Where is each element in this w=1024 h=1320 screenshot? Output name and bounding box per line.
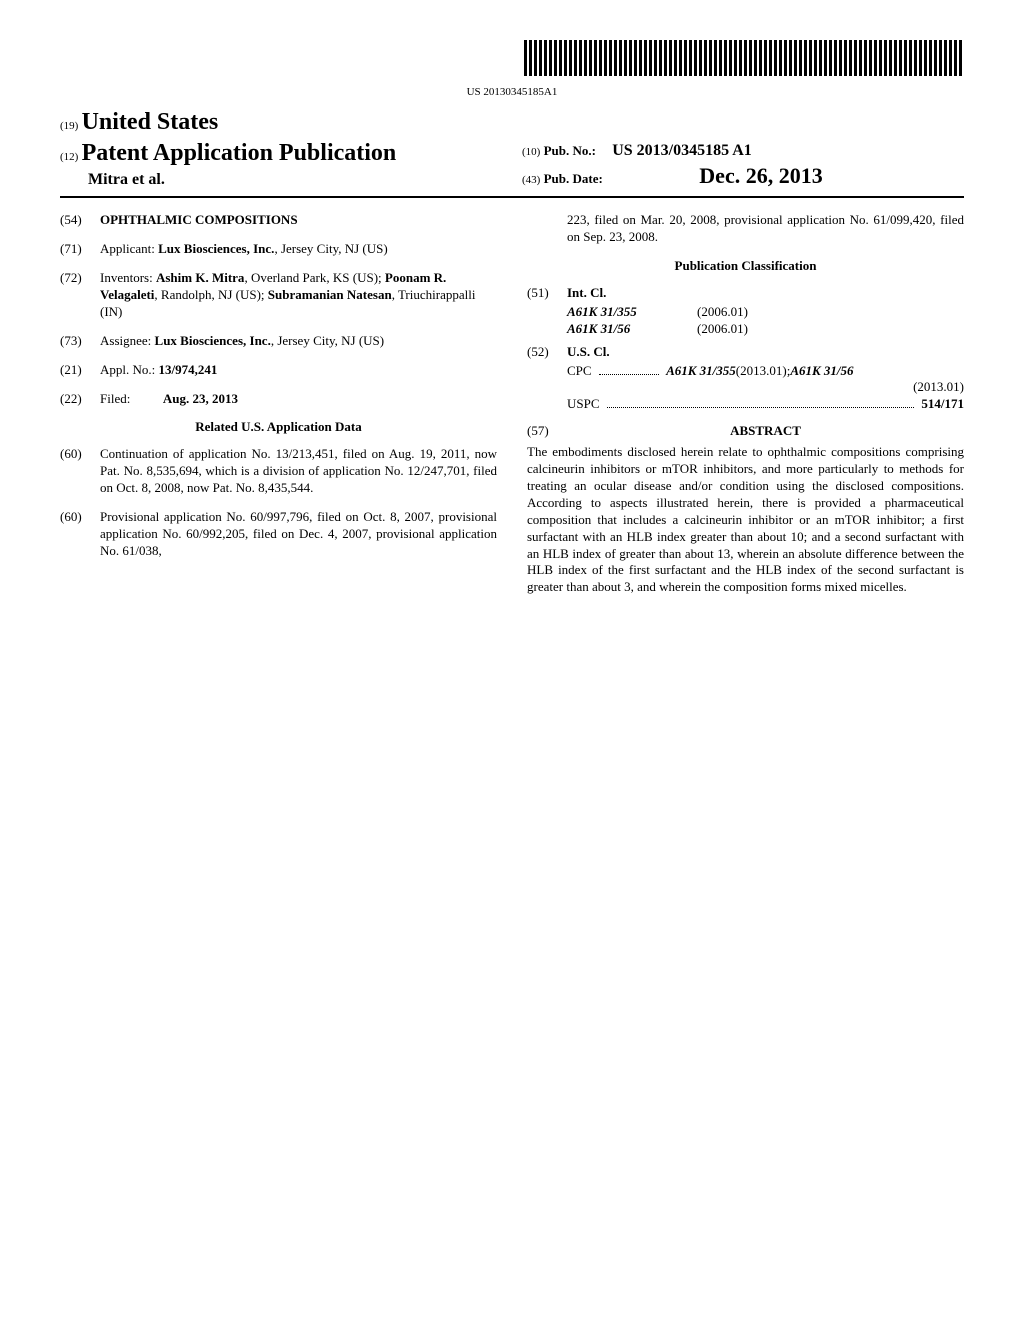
filed-date: Aug. 23, 2013 [163,391,238,406]
filed-inid: (22) [60,391,100,408]
applicant-field: (71) Applicant: Lux Biosciences, Inc., J… [60,241,497,258]
assignee-field: (73) Assignee: Lux Biosciences, Inc., Je… [60,333,497,350]
prov-inid: (60) [60,509,100,560]
related-title: Related U.S. Application Data [60,419,497,436]
header-left: (19) United States (12) Patent Applicati… [60,107,502,190]
pub-date: Dec. 26, 2013 [699,163,822,188]
cont-inid: (60) [60,446,100,497]
barcode [524,40,964,76]
pubdate-line: (43) Pub. Date: Dec. 26, 2013 [522,162,964,191]
applicant-inid: (71) [60,241,100,258]
assignee-label: Assignee: [100,333,151,348]
country-inid: (19) [60,120,78,132]
pubno-label: Pub. No.: [544,143,596,158]
filed-body: Filed: Aug. 23, 2013 [100,391,497,408]
cpc-date2: (2013.01) [567,379,964,396]
intcl-inid: (51) [527,285,567,302]
filed-label: Filed: [100,391,130,406]
inventors-label: Inventors: [100,270,153,285]
cont-field: (60) Continuation of application No. 13/… [60,446,497,497]
authors: Mitra et al. [88,171,165,188]
barcode-label: US 20130345185A1 [60,85,964,99]
right-col: 223, filed on Mar. 20, 2008, provisional… [527,212,964,596]
cpc-label: CPC [567,363,592,380]
assignee-loc: , Jersey City, NJ (US) [271,333,384,348]
inventor2-loc: , Randolph, NJ (US); [154,287,267,302]
pubdate-label: Pub. Date: [544,171,603,186]
cpc-val2: A61K 31/56 [790,363,853,380]
applicant-body: Applicant: Lux Biosciences, Inc., Jersey… [100,241,497,258]
title-field: (54) OPHTHALMIC COMPOSITIONS [60,212,497,229]
prov-field: (60) Provisional application No. 60/997,… [60,509,497,560]
body-columns: (54) OPHTHALMIC COMPOSITIONS (71) Applic… [60,212,964,596]
prov-text: Provisional application No. 60/997,796, … [100,509,497,560]
applicant-label: Applicant: [100,241,155,256]
inventor1: Ashim K. Mitra [156,270,244,285]
inventors-inid: (72) [60,270,100,321]
pubno-inid: (10) [522,146,540,158]
appl-body: Appl. No.: 13/974,241 [100,362,497,379]
left-col: (54) OPHTHALMIC COMPOSITIONS (71) Applic… [60,212,497,596]
intcl2-date: (2006.01) [697,321,964,338]
title-inid: (54) [60,212,100,229]
authors-line: Mitra et al. [60,170,502,191]
intcl-list: A61K 31/355 (2006.01) A61K 31/56 (2006.0… [567,304,964,338]
header-right: (10) Pub. No.: US 2013/0345185 A1 (43) P… [502,141,964,190]
title: OPHTHALMIC COMPOSITIONS [100,212,497,229]
inventor1-loc: , Overland Park, KS (US); [244,270,384,285]
prov-cont: 223, filed on Mar. 20, 2008, provisional… [567,212,964,246]
uscl-field: (52) U.S. Cl. [527,344,964,361]
uscl-label: U.S. Cl. [567,344,964,361]
country: United States [82,109,219,135]
abstract-header: (57) ABSTRACT [527,423,964,440]
intcl1-date: (2006.01) [697,304,964,321]
intcl-label: Int. Cl. [567,285,964,302]
cpc-val: A61K 31/355 [666,363,736,380]
inventors-body: Inventors: Ashim K. Mitra, Overland Park… [100,270,497,321]
cont-text: Continuation of application No. 13/213,4… [100,446,497,497]
cpc-date1: (2013.01); [736,363,791,380]
abstract-inid: (57) [527,423,567,440]
pubno-line: (10) Pub. No.: US 2013/0345185 A1 [522,141,964,162]
uspc-row: USPC 514/171 [567,396,964,413]
intcl2: A61K 31/56 [567,321,697,338]
assignee-inid: (73) [60,333,100,350]
uscl-inid: (52) [527,344,567,361]
pub-type: Patent Application Publication [82,140,397,166]
intcl-row1: A61K 31/355 (2006.01) [567,304,964,321]
filed-field: (22) Filed: Aug. 23, 2013 [60,391,497,408]
uspc-label: USPC [567,396,600,413]
applicant-loc: , Jersey City, NJ (US) [274,241,387,256]
intcl1: A61K 31/355 [567,304,697,321]
applicant: Lux Biosciences, Inc. [158,241,274,256]
uscl-list: CPC A61K 31/355 (2013.01); A61K 31/56 (2… [567,363,964,414]
pubtype-line: (12) Patent Application Publication [60,138,502,169]
pub-no: US 2013/0345185 A1 [612,142,752,159]
pubtype-inid: (12) [60,151,78,163]
pubdate-inid: (43) [522,174,540,186]
barcode-area: US 20130345185A1 [60,40,964,99]
intcl-row2: A61K 31/56 (2006.01) [567,321,964,338]
appl-label: Appl. No.: [100,362,155,377]
assignee-body: Assignee: Lux Biosciences, Inc., Jersey … [100,333,497,350]
appl-no: 13/974,241 [159,362,218,377]
abstract-text: The embodiments disclosed herein relate … [527,444,964,596]
class-title: Publication Classification [527,258,964,275]
uspc-val: 514/171 [921,396,964,413]
country-line: (19) United States [60,107,502,138]
appl-field: (21) Appl. No.: 13/974,241 [60,362,497,379]
inventor3: Subramanian Natesan [268,287,392,302]
cpc-row: CPC A61K 31/355 (2013.01); A61K 31/56 [567,363,964,380]
abstract-label: ABSTRACT [567,423,964,440]
inventors-field: (72) Inventors: Ashim K. Mitra, Overland… [60,270,497,321]
dots-icon [599,364,659,375]
header-row: (19) United States (12) Patent Applicati… [60,107,964,190]
intcl-field: (51) Int. Cl. [527,285,964,302]
divider [60,196,964,198]
dots-icon [607,397,914,408]
assignee: Lux Biosciences, Inc. [155,333,271,348]
appl-inid: (21) [60,362,100,379]
